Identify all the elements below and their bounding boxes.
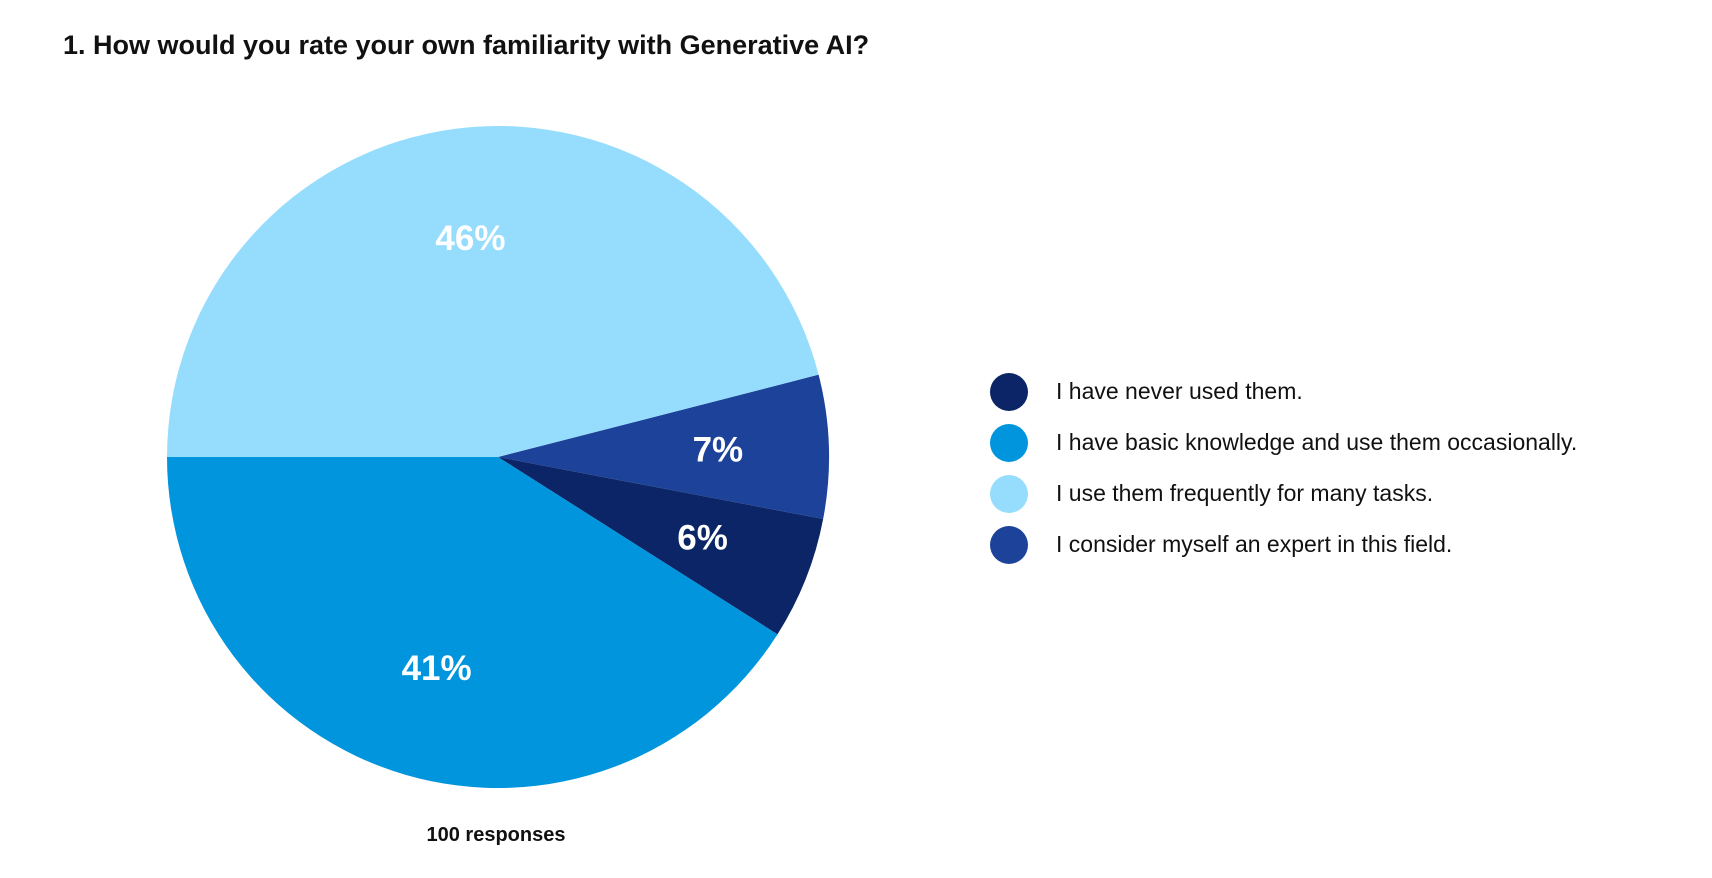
pie-slices xyxy=(167,126,830,788)
pie-slice-never-used xyxy=(498,457,824,635)
legend-label-never-used: I have never used them. xyxy=(1056,378,1303,404)
pie-label-frequent-use: 46% xyxy=(435,219,505,258)
legend-label-basic-knowledge: I have basic knowledge and use them occa… xyxy=(1056,429,1578,455)
responses-count: 100 responses xyxy=(426,824,566,846)
pie-label-expert: 7% xyxy=(693,431,744,470)
legend-swatch-frequent-use xyxy=(990,474,1028,513)
legend-item-frequent-use: I use them frequently for many tasks. xyxy=(990,468,1577,519)
legend: I have never used them. I have basic kno… xyxy=(990,366,1577,570)
pie-slice-basic-knowledge xyxy=(167,457,778,788)
legend-swatch-basic-knowledge xyxy=(990,423,1028,462)
pie-label-never-used: 6% xyxy=(677,518,728,557)
legend-label-expert: I consider myself an expert in this fiel… xyxy=(1056,531,1453,557)
pie-slice-expert xyxy=(498,374,830,520)
legend-swatch-expert xyxy=(990,525,1028,564)
pie-labels: 7% 6% 41% 46% xyxy=(402,219,744,688)
pie-label-basic-knowledge: 41% xyxy=(402,649,472,688)
legend-item-never-used: I have never used them. xyxy=(990,366,1577,417)
pie-slice-frequent-use xyxy=(167,126,819,458)
legend-item-basic-knowledge: I have basic knowledge and use them occa… xyxy=(990,417,1577,468)
legend-swatch-never-used xyxy=(990,372,1028,411)
legend-label-frequent-use: I use them frequently for many tasks. xyxy=(1056,480,1434,506)
chart-title: 1. How would you rate your own familiari… xyxy=(63,30,870,60)
legend-item-expert: I consider myself an expert in this fiel… xyxy=(990,519,1577,570)
